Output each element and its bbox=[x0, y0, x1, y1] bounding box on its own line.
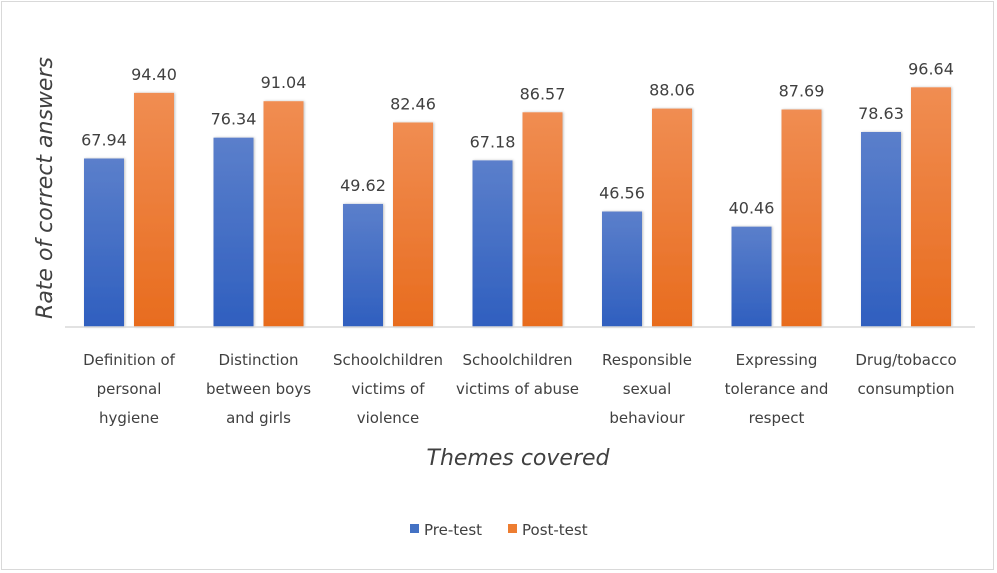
bar-post-test-2 bbox=[393, 122, 433, 327]
legend: Pre-test Post-test bbox=[410, 521, 588, 539]
data-label-post-test-1: 91.04 bbox=[261, 73, 307, 92]
category-label-2: Schoolchildren victims of violence bbox=[333, 351, 443, 427]
category-label-3: Schoolchildren victims of abuse bbox=[456, 351, 579, 398]
x-axis-title: Themes covered bbox=[427, 446, 611, 471]
data-label-post-test-5: 87.69 bbox=[779, 82, 825, 101]
category-label-5: Expressing tolerance and respect bbox=[725, 351, 829, 427]
category-label-6: Drug/tobacco consumption bbox=[855, 351, 956, 398]
data-label-pre-test-0: 67.94 bbox=[81, 131, 127, 150]
legend-label-post-test: Post-test bbox=[522, 521, 588, 539]
bar-post-test-6 bbox=[911, 87, 951, 327]
bar-post-test-5 bbox=[781, 109, 822, 328]
bar-pre-test-4 bbox=[602, 211, 642, 327]
legend-swatch-post-test bbox=[508, 524, 517, 533]
bar-pre-test-0 bbox=[84, 158, 124, 327]
data-label-pre-test-5: 40.46 bbox=[729, 199, 775, 218]
data-label-pre-test-6: 78.63 bbox=[858, 104, 904, 123]
category-label-1: Distinction between boys and girls bbox=[206, 351, 311, 427]
bar-pre-test-1 bbox=[213, 137, 254, 327]
data-label-pre-test-2: 49.62 bbox=[340, 176, 386, 195]
bar-post-test-1 bbox=[263, 101, 304, 327]
bar-post-test-4 bbox=[652, 108, 692, 328]
bar-pre-test-6 bbox=[861, 131, 901, 327]
data-label-post-test-4: 88.06 bbox=[649, 81, 695, 100]
category-label-0: Definition of personal hygiene bbox=[83, 351, 176, 427]
data-label-post-test-2: 82.46 bbox=[390, 94, 436, 113]
bar-post-test-0 bbox=[134, 92, 174, 327]
legend-swatch-pre-test bbox=[410, 524, 419, 533]
data-label-post-test-6: 96.64 bbox=[908, 59, 954, 78]
legend-label-pre-test: Pre-test bbox=[424, 521, 482, 539]
y-axis-title: Rate of correct answers bbox=[33, 57, 58, 319]
category-label-4: Responsible sexual behaviour bbox=[602, 351, 692, 427]
data-label-pre-test-3: 67.18 bbox=[470, 132, 516, 151]
bar-pre-test-5 bbox=[731, 226, 772, 327]
bar-post-test-3 bbox=[522, 112, 563, 327]
bar-pre-test-3 bbox=[472, 160, 513, 327]
data-label-post-test-3: 86.57 bbox=[520, 84, 566, 103]
data-label-pre-test-1: 76.34 bbox=[211, 110, 257, 129]
data-label-post-test-0: 94.40 bbox=[131, 65, 177, 84]
data-label-pre-test-4: 46.56 bbox=[599, 184, 645, 203]
bar-pre-test-2 bbox=[343, 203, 383, 327]
